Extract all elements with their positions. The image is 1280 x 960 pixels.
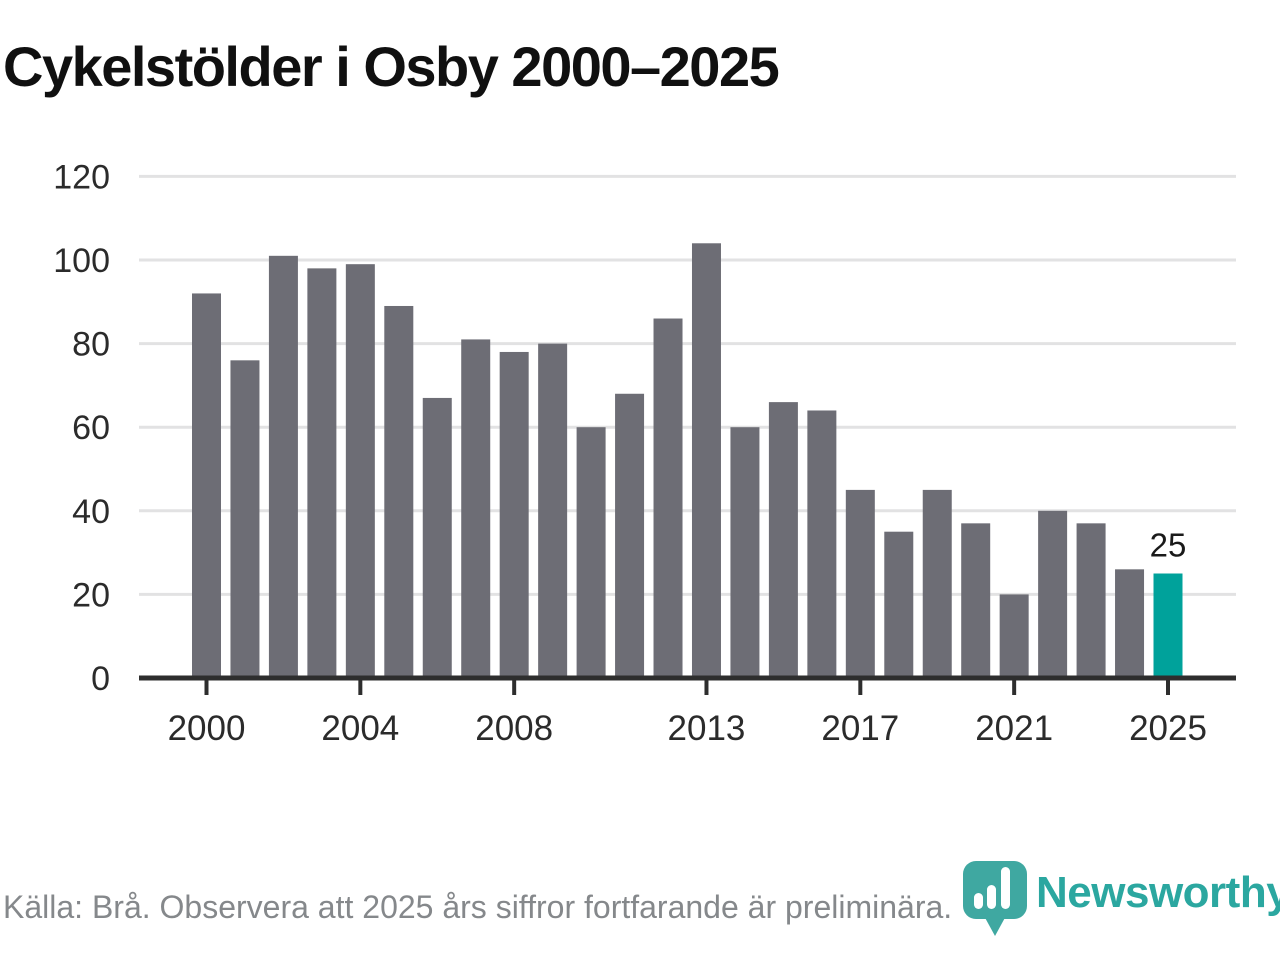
bar-2013 bbox=[691, 243, 721, 678]
bar-2018 bbox=[884, 531, 914, 678]
bar-2003 bbox=[307, 268, 337, 678]
bar-2001 bbox=[230, 360, 260, 678]
bar-2005 bbox=[384, 305, 414, 678]
bar-2000 bbox=[192, 293, 221, 678]
bar-2004 bbox=[345, 264, 375, 678]
bar-2024 bbox=[1115, 569, 1145, 678]
x-axis-tick-label-2004: 2004 bbox=[321, 709, 399, 748]
bar-2025 bbox=[1153, 573, 1183, 678]
bar-2023 bbox=[1076, 523, 1106, 678]
bar-2007 bbox=[461, 339, 491, 678]
newsworthy-wordmark: Newsworthy bbox=[1036, 868, 1280, 917]
x-axis-tick-label-2025: 2025 bbox=[1129, 709, 1207, 748]
y-axis-tick-label-60: 60 bbox=[72, 409, 110, 447]
y-axis-tick-label-100: 100 bbox=[53, 242, 110, 280]
y-axis-tick-label-0: 0 bbox=[91, 660, 110, 698]
bar-2012 bbox=[653, 318, 683, 678]
bar-2021 bbox=[999, 594, 1029, 678]
bar-2019 bbox=[922, 489, 952, 678]
x-axis-tick-label-2000: 2000 bbox=[168, 709, 246, 748]
bar-2011 bbox=[615, 393, 645, 678]
x-axis-tick-label-2017: 2017 bbox=[821, 709, 899, 748]
x-axis-tick-label-2021: 2021 bbox=[975, 709, 1053, 748]
bar-2020 bbox=[961, 523, 991, 678]
bar-2016 bbox=[807, 410, 837, 678]
bar-2002 bbox=[268, 255, 298, 678]
bar-2008 bbox=[499, 351, 529, 678]
bar-2006 bbox=[422, 397, 452, 678]
y-axis-tick-label-20: 20 bbox=[72, 576, 110, 614]
y-axis-tick-label-120: 120 bbox=[53, 158, 110, 196]
y-axis-tick-label-80: 80 bbox=[72, 326, 110, 364]
newsworthy-logo: Newsworthy bbox=[962, 860, 1280, 940]
source-note: Källa: Brå. Observera att 2025 års siffr… bbox=[3, 889, 953, 925]
bar-2022 bbox=[1038, 510, 1068, 678]
x-axis-tick-label-2013: 2013 bbox=[668, 709, 746, 748]
highlight-value-label: 25 bbox=[1150, 527, 1187, 564]
bar-2010 bbox=[576, 427, 606, 678]
x-axis-tick-label-2008: 2008 bbox=[475, 709, 553, 748]
bar-2015 bbox=[768, 402, 798, 678]
newsworthy-speech-bubble-barchart-icon bbox=[963, 861, 1027, 936]
bar-2017 bbox=[845, 489, 875, 678]
bar-2014 bbox=[730, 427, 760, 678]
y-axis-tick-label-40: 40 bbox=[72, 493, 110, 531]
bar-2009 bbox=[538, 343, 568, 678]
chart-title: Cykelstölder i Osby 2000–2025 bbox=[3, 35, 780, 98]
